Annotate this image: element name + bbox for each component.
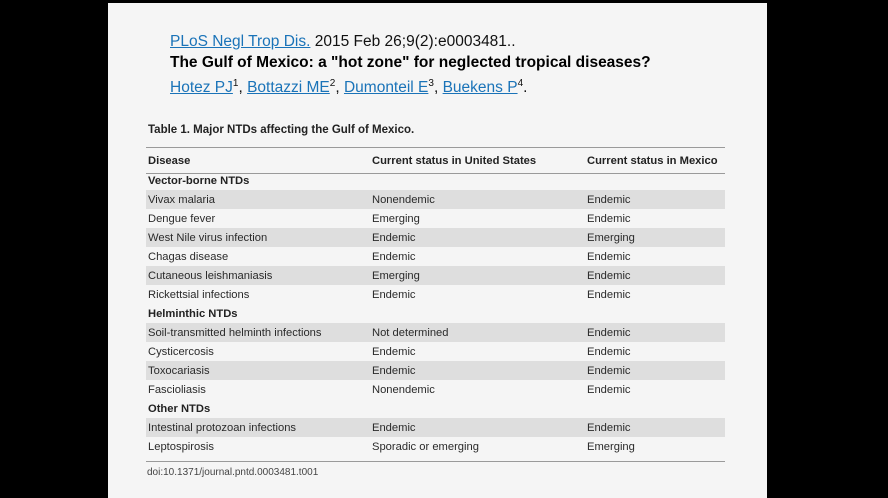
slide: PLoS Negl Trop Dis. 2015 Feb 26;9(2):e00… [108, 3, 767, 498]
mexico-status-cell: Endemic [587, 288, 631, 301]
header-mexico-status: Current status in Mexico [587, 155, 718, 167]
author-link[interactable]: Buekens P [442, 79, 518, 97]
table-row: Toxocariasis Endemic Endemic [146, 361, 725, 380]
mexico-status-cell: Endemic [585, 190, 725, 209]
mexico-status-cell: Endemic [585, 418, 725, 437]
group-row: Vector-borne NTDs [146, 171, 725, 190]
group-row: Helminthic NTDs [146, 304, 725, 323]
table-header-rule [146, 173, 725, 174]
us-status-cell: Endemic [370, 361, 585, 380]
mexico-status-cell: Endemic [587, 250, 631, 263]
doi-footnote: doi:10.1371/journal.pntd.0003481.t001 [147, 467, 319, 478]
table-row: Leptospirosis Sporadic or emerging Emergin… [146, 437, 725, 456]
mexico-status-cell: Endemic [587, 383, 631, 396]
table-row: Soil-transmitted helminth infections Not … [146, 323, 725, 342]
ntd-table: Disease Current status in United States … [146, 151, 725, 456]
header-us-status: Current status in United States [372, 155, 537, 167]
us-status-cell: Endemic [372, 345, 416, 358]
disease-cell: Fascioliasis [148, 383, 206, 396]
us-status-cell: Endemic [370, 418, 585, 437]
table-caption: Table 1. Major NTDs affecting the Gulf o… [148, 124, 415, 136]
author-link[interactable]: Hotez PJ [170, 79, 233, 97]
author-link[interactable]: Dumonteil E [343, 79, 429, 97]
group-label: Other NTDs [148, 402, 211, 415]
us-status-cell: Emerging [370, 266, 585, 285]
disease-cell: Rickettsial infections [148, 288, 250, 301]
us-status-cell: Sporadic or emerging [372, 440, 479, 453]
mexico-status-cell: Endemic [585, 323, 725, 342]
us-status-cell: Nonendemic [372, 383, 435, 396]
mexico-status-cell: Emerging [585, 228, 725, 247]
mexico-status-cell: Endemic [585, 266, 725, 285]
disease-cell: Chagas disease [148, 250, 229, 263]
table-row: Fascioliasis Nonendemic Endemic [146, 380, 725, 399]
table-header-row: Disease Current status in United States … [146, 151, 725, 171]
mexico-status-cell: Emerging [587, 440, 635, 453]
author-affiliation-number: 2 [329, 78, 336, 89]
table-body: Vector-borne NTDs Vivax malaria Nonendemic… [146, 171, 725, 456]
disease-cell: Intestinal protozoan infections [146, 418, 370, 437]
mexico-status-cell: Endemic [587, 345, 631, 358]
disease-cell: Toxocariasis [146, 361, 370, 380]
header-disease: Disease [148, 155, 191, 167]
table-row: Rickettsial infections Endemic Endemic [146, 285, 725, 304]
journal-link[interactable]: PLoS Negl Trop Dis. [170, 33, 311, 50]
disease-cell: Cysticercosis [148, 345, 214, 358]
citation-source-line: PLoS Negl Trop Dis. 2015 Feb 26;9(2):e00… [170, 31, 651, 52]
mexico-status-cell: Endemic [585, 361, 725, 380]
table-top-rule [146, 147, 725, 148]
us-status-cell: Emerging [372, 212, 420, 225]
disease-cell: Leptospirosis [148, 440, 214, 453]
group-label: Vector-borne NTDs [148, 174, 250, 187]
group-label: Helminthic NTDs [148, 307, 238, 320]
us-status-cell: Endemic [370, 228, 585, 247]
us-status-cell: Nonendemic [370, 190, 585, 209]
disease-cell: West Nile virus infection [146, 228, 370, 247]
disease-cell: Vivax malaria [146, 190, 370, 209]
article-title: The Gulf of Mexico: a "hot zone" for neg… [170, 54, 651, 71]
disease-cell: Soil-transmitted helminth infections [146, 323, 370, 342]
us-status-cell: Endemic [372, 250, 416, 263]
table-row: West Nile virus infection Endemic Emerging [146, 228, 725, 247]
table-row: Cutaneous leishmaniasis Emerging Endemic [146, 266, 725, 285]
author-link[interactable]: Bottazzi ME [247, 79, 330, 97]
table-bottom-rule [146, 461, 725, 462]
disease-cell: Cutaneous leishmaniasis [146, 266, 370, 285]
citation-date: 2015 Feb 26;9(2):e0003481.. [310, 33, 516, 50]
author-list: Hotez PJ1, Bottazzi ME2, Dumonteil E3, B… [170, 78, 528, 97]
table-row: Vivax malaria Nonendemic Endemic [146, 190, 725, 209]
table-row: Dengue fever Emerging Endemic [146, 209, 725, 228]
author-affiliation-number: 3 [428, 78, 434, 89]
us-status-cell: Endemic [372, 288, 416, 301]
table-row: Cysticercosis Endemic Endemic [146, 342, 725, 361]
citation-block: PLoS Negl Trop Dis. 2015 Feb 26;9(2):e00… [170, 31, 651, 98]
table-row: Intestinal protozoan infections Endemic En… [146, 418, 725, 437]
mexico-status-cell: Endemic [587, 212, 631, 225]
group-row: Other NTDs [146, 399, 725, 418]
table-row: Chagas disease Endemic Endemic [146, 247, 725, 266]
author-affiliation-number: 1 [232, 78, 239, 89]
author-affiliation-number: 4 [517, 78, 524, 89]
disease-cell: Dengue fever [148, 212, 216, 225]
us-status-cell: Not determined [370, 323, 585, 342]
